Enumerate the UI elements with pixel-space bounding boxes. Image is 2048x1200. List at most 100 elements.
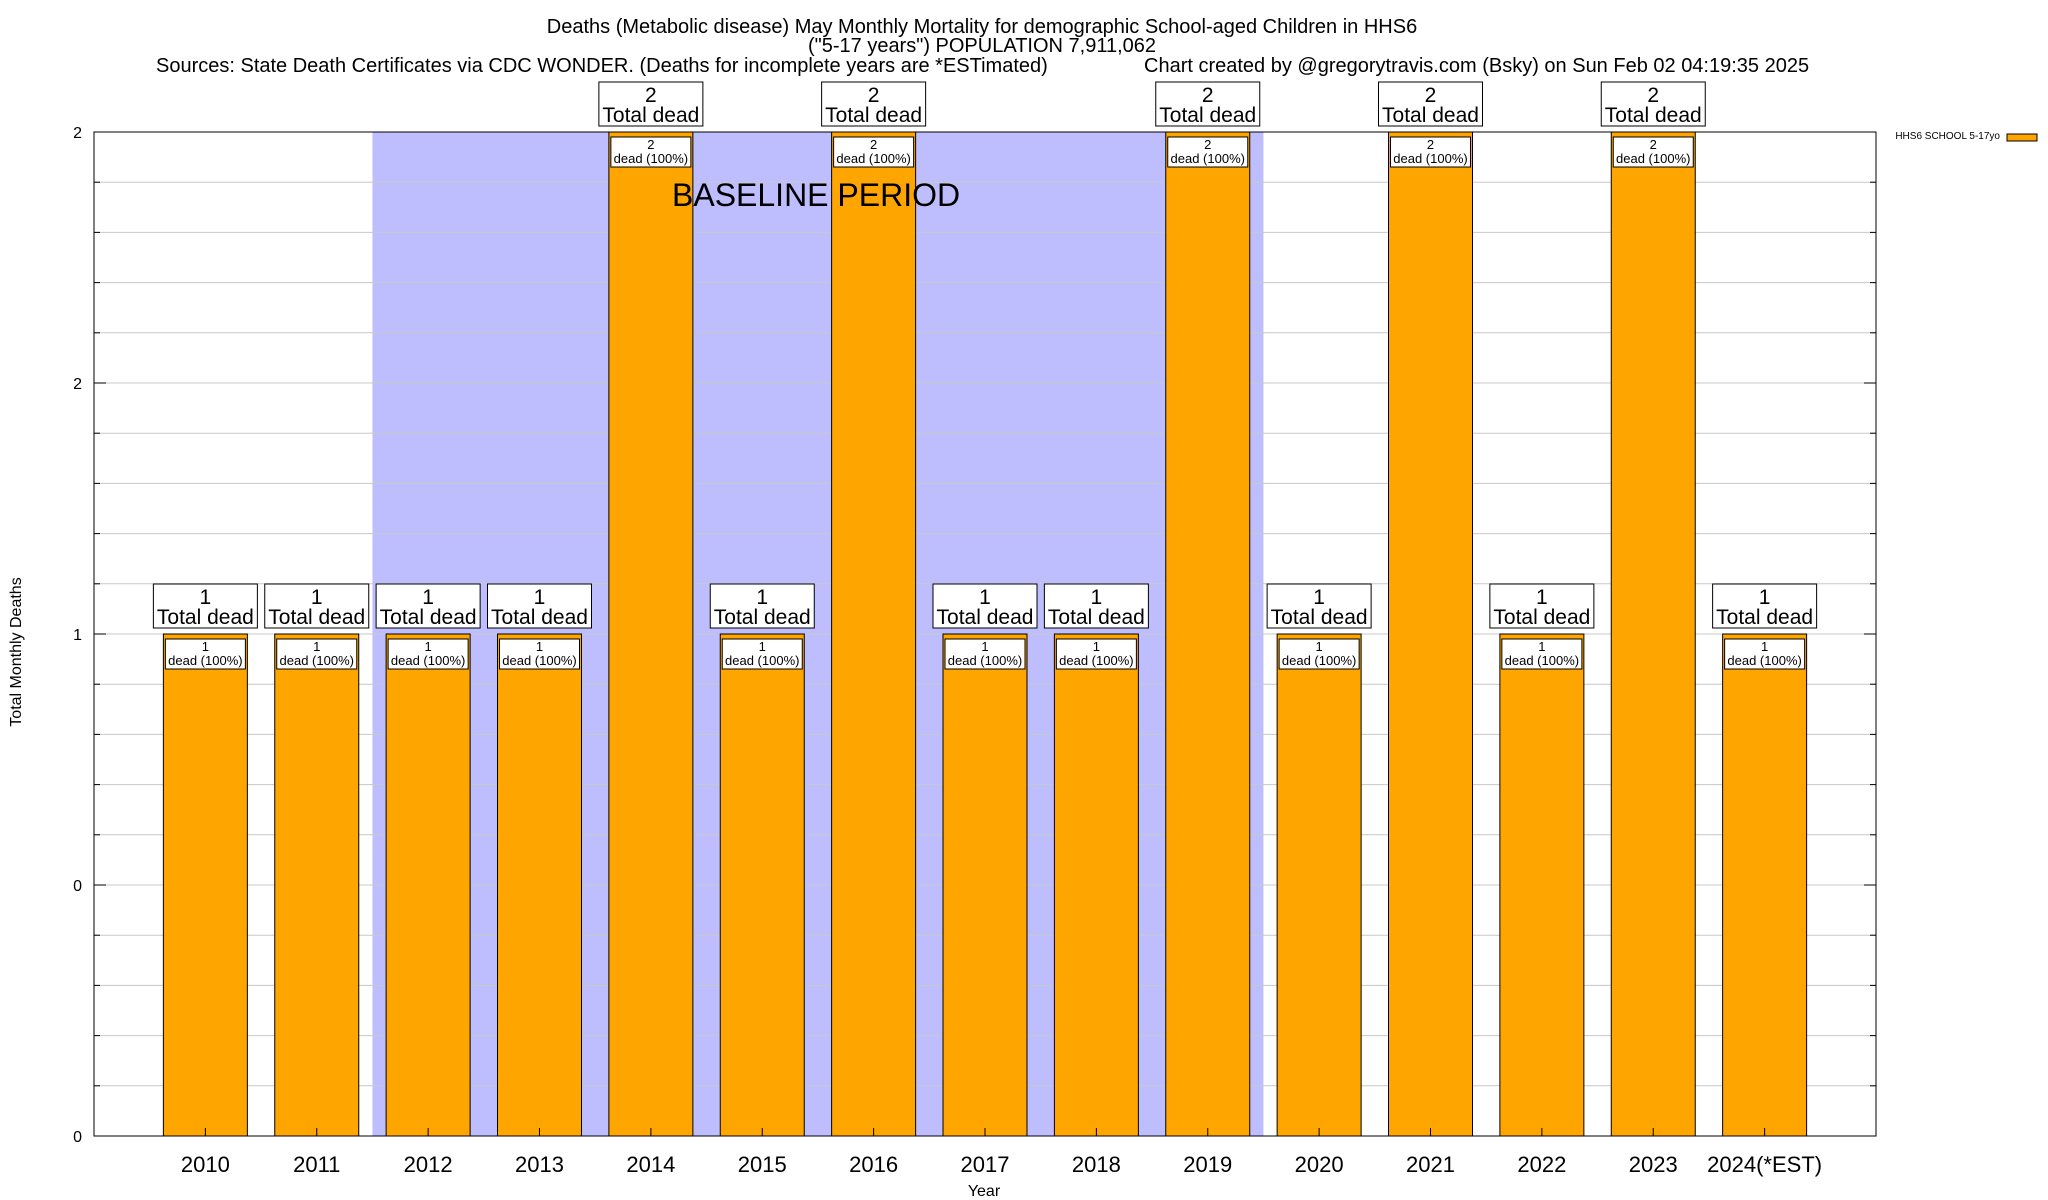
axis-layer: 0 0 1 2 2 2010 2011 2012 2013 2014 2015 2016 2017 201…	[73, 125, 1877, 1177]
y-tick-label: 2	[73, 125, 82, 142]
total-label-count: 2	[868, 84, 880, 107]
total-label-count: 1	[200, 586, 212, 609]
total-label-count: 1	[1759, 586, 1771, 609]
y-tick-label: 1	[73, 627, 82, 644]
baseline-period-label: BASELINE PERIOD	[672, 177, 960, 213]
bar	[1276, 633, 1362, 1137]
total-label-box	[152, 583, 258, 629]
inner-label-count: 1	[981, 639, 988, 654]
total-label-count: 1	[979, 586, 991, 609]
legend: HHS6 SCHOOL 5-17yo	[1895, 131, 2038, 142]
bar	[274, 633, 360, 1137]
total-label-count: 2	[1647, 84, 1659, 107]
x-tick-label: 2011	[293, 1152, 340, 1177]
inner-label-text: dead (100%)	[948, 653, 1022, 668]
inner-label-box	[944, 638, 1026, 670]
bar	[1388, 131, 1473, 1137]
total-label-box	[1043, 583, 1149, 629]
total-label-text: Total dead	[1271, 606, 1368, 629]
total-label-count: 2	[1202, 84, 1214, 107]
inner-label-text: dead (100%)	[502, 653, 576, 668]
total-label-text: Total dead	[1048, 606, 1145, 629]
total-label-count: 1	[311, 586, 323, 609]
inner-label-count: 1	[313, 639, 320, 654]
total-label-count: 1	[534, 586, 546, 609]
total-label-box	[932, 583, 1038, 629]
x-tick-label: 2017	[961, 1152, 1010, 1177]
inner-label-box	[1055, 638, 1137, 670]
total-label-box	[487, 583, 592, 629]
y-tick-label: 0	[73, 878, 82, 895]
inner-label-box	[1501, 638, 1583, 670]
inner-label-box	[833, 136, 915, 168]
total-label-text: Total dead	[602, 104, 699, 127]
bar	[1499, 633, 1585, 1137]
inner-label-box	[1167, 136, 1249, 168]
inner-label-text: dead (100%)	[1282, 653, 1356, 668]
inner-label-box	[1390, 136, 1471, 168]
x-tick-label: 2021	[1406, 1152, 1455, 1177]
total-label-text: Total dead	[1159, 104, 1256, 127]
total-label-box	[1712, 583, 1818, 629]
y-tick-label: 2	[73, 376, 82, 393]
x-tick-label: 2018	[1072, 1152, 1121, 1177]
x-tick-label: 2014	[626, 1152, 675, 1177]
total-label-text: Total dead	[380, 606, 477, 629]
total-label-count: 2	[1425, 84, 1437, 107]
inner-label-count: 1	[1761, 639, 1768, 654]
total-label-box	[1489, 583, 1595, 629]
inner-label-box	[610, 136, 692, 168]
bar	[942, 633, 1028, 1137]
y-tick-label: 0	[73, 1129, 82, 1146]
total-label-text: Total dead	[825, 104, 922, 127]
total-label-box	[1378, 81, 1483, 127]
bar	[831, 131, 917, 1137]
bar-layer	[162, 131, 1808, 1137]
total-label-text: Total dead	[1493, 606, 1590, 629]
inner-label-count: 2	[870, 137, 877, 152]
total-label-text: Total dead	[268, 606, 365, 629]
x-tick-label: 2023	[1629, 1152, 1678, 1177]
y-axis-title: Total Monthly Deaths	[8, 577, 25, 726]
inner-label-box	[276, 638, 358, 670]
bar	[162, 633, 248, 1137]
total-label-box	[375, 583, 481, 629]
total-label-count: 1	[422, 586, 434, 609]
bar	[608, 131, 694, 1137]
inner-label-count: 1	[759, 639, 766, 654]
inner-label-box	[387, 638, 469, 670]
inner-label-text: dead (100%)	[836, 151, 910, 166]
bar	[497, 633, 582, 1137]
bar	[1722, 633, 1808, 1137]
inner-label-count: 2	[647, 137, 654, 152]
bar	[1053, 633, 1139, 1137]
x-axis-title: Year	[968, 1183, 1001, 1200]
x-tick-label: 2013	[515, 1152, 564, 1177]
x-tick-label: 2012	[404, 1152, 453, 1177]
x-tick-label: 2024(*EST)	[1707, 1152, 1822, 1177]
inner-label-box	[1612, 136, 1694, 168]
chart-subtitle: ("5-17 years") POPULATION 7,911,062	[808, 35, 1156, 57]
inner-label-text: dead (100%)	[280, 653, 354, 668]
x-tick-label: 2019	[1183, 1152, 1232, 1177]
bar	[385, 633, 471, 1137]
inner-label-text: dead (100%)	[168, 653, 242, 668]
inner-label-count: 2	[1204, 137, 1211, 152]
total-label-box	[264, 583, 370, 629]
x-tick-label: 2020	[1295, 1152, 1344, 1177]
inner-label-text: dead (100%)	[391, 653, 465, 668]
total-label-count: 1	[1091, 586, 1103, 609]
x-tick-label: 2015	[738, 1152, 787, 1177]
total-label-text: Total dead	[714, 606, 811, 629]
inner-label-text: dead (100%)	[1393, 151, 1467, 166]
total-label-box	[1155, 81, 1261, 127]
total-label-text: Total dead	[937, 606, 1034, 629]
inner-label-count: 1	[1093, 639, 1100, 654]
inner-label-text: dead (100%)	[1727, 653, 1801, 668]
total-label-count: 2	[645, 84, 657, 107]
bar	[1610, 131, 1696, 1137]
bar	[719, 633, 805, 1137]
inner-label-count: 1	[425, 639, 432, 654]
chart-title-block: Deaths (Metabolic disease) May Monthly M…	[156, 16, 1809, 77]
